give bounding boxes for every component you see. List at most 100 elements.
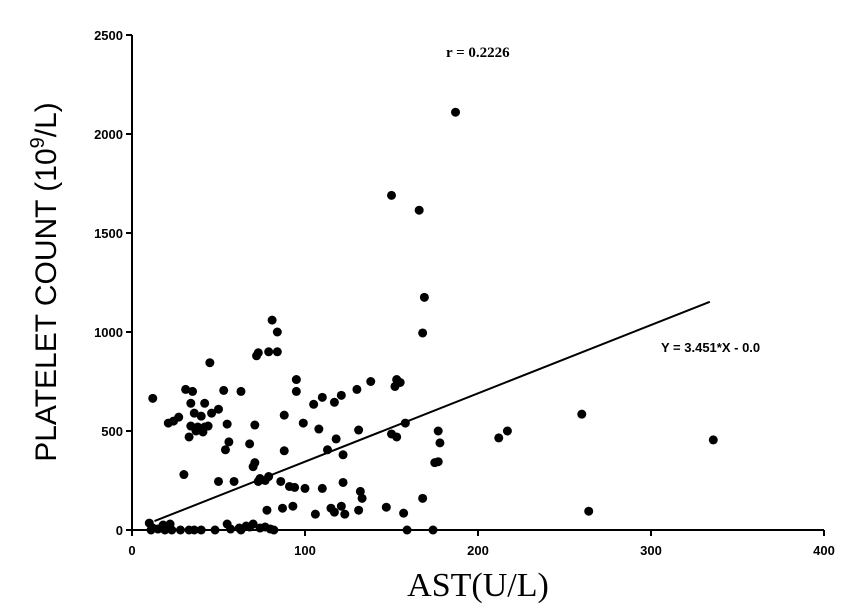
data-point xyxy=(418,328,428,338)
data-point xyxy=(419,292,429,302)
data-point xyxy=(276,476,286,486)
equation-annotation: Y = 3.451*X - 0.0 xyxy=(661,340,760,355)
data-point xyxy=(336,390,346,400)
data-point xyxy=(428,525,438,535)
data-point xyxy=(189,525,199,535)
y-tick-label: 1500 xyxy=(94,226,123,241)
data-point xyxy=(264,347,274,357)
data-point xyxy=(502,426,512,436)
y-tick-label: 500 xyxy=(101,424,123,439)
data-point xyxy=(214,476,223,486)
data-point xyxy=(387,190,396,200)
data-point xyxy=(175,525,185,535)
data-point xyxy=(451,107,461,117)
data-point xyxy=(191,426,201,436)
data-point xyxy=(267,315,277,325)
y-tick-label: 2500 xyxy=(94,28,123,43)
data-point xyxy=(366,377,376,386)
data-point xyxy=(198,427,208,437)
regression-line xyxy=(154,300,711,523)
data-point xyxy=(189,408,199,418)
x-tick-label: 200 xyxy=(467,543,489,558)
data-point xyxy=(203,421,213,431)
x-tick-label: 100 xyxy=(294,543,316,558)
data-point xyxy=(181,384,191,394)
data-point xyxy=(219,385,229,395)
data-point xyxy=(205,358,215,368)
data-point xyxy=(146,525,156,535)
data-point xyxy=(148,393,158,403)
data-point xyxy=(210,525,220,535)
data-point xyxy=(250,458,260,468)
data-point xyxy=(309,399,319,409)
data-point xyxy=(196,525,206,535)
data-point xyxy=(200,398,210,408)
data-point xyxy=(584,506,594,516)
regression-line-segment xyxy=(154,300,711,523)
data-point xyxy=(340,509,350,519)
data-point xyxy=(250,420,260,430)
data-point xyxy=(352,384,362,394)
y-axis-label-main: PLATELET COUNT (10 xyxy=(30,148,63,461)
data-point xyxy=(298,418,308,428)
data-point xyxy=(269,525,279,535)
data-point xyxy=(314,424,324,434)
data-point xyxy=(184,432,194,442)
y-tick-label: 0 xyxy=(116,523,123,538)
data-point xyxy=(291,386,301,396)
data-point xyxy=(236,525,246,535)
y-tick-label: 2000 xyxy=(94,127,123,142)
data-point xyxy=(433,457,443,467)
data-point xyxy=(329,397,339,407)
data-point xyxy=(402,525,412,535)
data-point xyxy=(169,416,179,426)
data-point xyxy=(433,426,443,436)
r-annotation: r = 0.2226 xyxy=(446,45,510,61)
data-point xyxy=(418,493,428,503)
data-point xyxy=(279,446,289,456)
data-point xyxy=(167,525,177,535)
x-tick-label: 400 xyxy=(813,543,835,558)
data-point xyxy=(248,519,258,529)
data-point xyxy=(354,505,364,515)
scatter-points xyxy=(144,107,718,535)
data-point xyxy=(186,398,196,408)
data-point xyxy=(272,347,282,357)
data-point xyxy=(414,205,424,215)
data-point xyxy=(278,503,288,513)
data-point xyxy=(338,477,348,487)
data-point xyxy=(272,327,282,337)
data-point xyxy=(196,411,206,421)
data-point xyxy=(392,432,402,442)
data-point xyxy=(291,375,301,385)
data-point xyxy=(220,445,230,455)
y-axis-label-superscript: 9 xyxy=(27,137,49,148)
data-point xyxy=(577,409,587,419)
data-point xyxy=(207,408,217,418)
data-point xyxy=(317,392,327,402)
x-tick-label: 300 xyxy=(640,543,662,558)
x-axis-label: AST(U/L) xyxy=(407,567,549,604)
data-point xyxy=(300,483,310,493)
data-point xyxy=(179,470,189,480)
data-point xyxy=(160,525,170,535)
data-point xyxy=(236,386,246,396)
data-point xyxy=(435,438,445,448)
data-point xyxy=(290,482,300,492)
data-point xyxy=(310,509,320,519)
data-point xyxy=(336,501,346,511)
data-point xyxy=(214,404,223,414)
data-point xyxy=(224,437,234,447)
data-point xyxy=(262,505,272,515)
data-point xyxy=(288,501,298,511)
data-point xyxy=(381,502,391,512)
y-axis-label-tail: /L) xyxy=(30,102,63,137)
data-point xyxy=(222,419,232,429)
data-point xyxy=(317,483,327,493)
data-point xyxy=(355,486,365,496)
y-tick-label: 1000 xyxy=(94,325,123,340)
data-point xyxy=(329,507,339,517)
data-point xyxy=(390,381,400,391)
data-point xyxy=(229,476,239,486)
